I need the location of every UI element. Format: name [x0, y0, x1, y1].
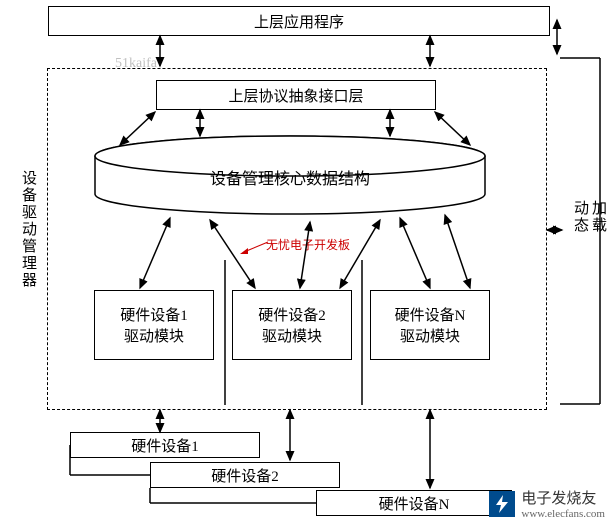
- top-app-box: 上层应用程序: [48, 6, 550, 36]
- ellipse-label: 设备管理核心数据结构: [90, 165, 490, 189]
- hwN-label: 硬件设备N: [379, 493, 450, 514]
- upper-protocol-box: 上层协议抽象接口层: [156, 80, 436, 110]
- module1-line2: 驱动模块: [124, 325, 184, 346]
- module2-line1: 硬件设备2: [258, 304, 326, 325]
- hw2-box: 硬件设备2: [150, 462, 340, 488]
- right-vertical-2: 加载: [588, 200, 609, 234]
- upper-protocol-label: 上层协议抽象接口层: [228, 85, 363, 106]
- hw1-label: 硬件设备1: [131, 435, 199, 456]
- module1-box: 硬件设备1 驱动模块: [94, 290, 214, 360]
- moduleN-box: 硬件设备N 驱动模块: [370, 290, 490, 360]
- moduleN-line2: 驱动模块: [400, 325, 460, 346]
- top-app-label: 上层应用程序: [254, 11, 344, 32]
- module2-box: 硬件设备2 驱动模块: [232, 290, 352, 360]
- red-label: 无忧电子开发板: [266, 236, 350, 253]
- red-arrow: [240, 234, 270, 254]
- hw2-label: 硬件设备2: [211, 465, 279, 486]
- module1-line1: 硬件设备1: [120, 304, 188, 325]
- watermark-text: 51kaifa: [115, 56, 157, 72]
- logo-area: 电子发烧友 www.elecfans.com: [489, 487, 605, 520]
- hw1-box: 硬件设备1: [70, 432, 260, 458]
- left-vertical-label: 设备驱动管理器: [18, 170, 39, 289]
- module2-line2: 驱动模块: [262, 325, 322, 346]
- logo-brand: 电子发烧友: [521, 487, 605, 508]
- logo-url: www.elecfans.com: [521, 508, 605, 520]
- lightning-icon: [489, 491, 515, 517]
- moduleN-line1: 硬件设备N: [395, 304, 466, 325]
- hwN-box: 硬件设备N: [316, 490, 512, 516]
